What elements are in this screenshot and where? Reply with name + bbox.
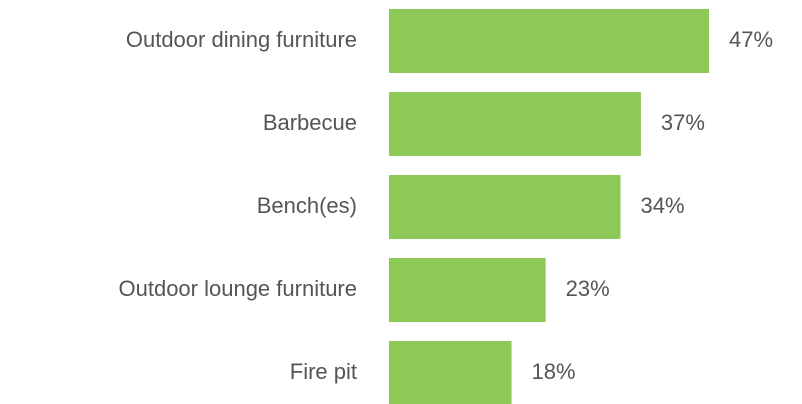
y-tick-label: Outdoor dining furniture xyxy=(126,27,357,52)
y-tick-label: Barbecue xyxy=(263,110,357,135)
data-label: 18% xyxy=(532,359,576,384)
y-tick-label: Fire pit xyxy=(290,359,357,384)
bar xyxy=(389,341,512,404)
data-label: 23% xyxy=(566,276,610,301)
bar xyxy=(389,258,546,322)
data-label: 34% xyxy=(640,193,684,218)
bar xyxy=(389,9,709,73)
bar xyxy=(389,175,621,239)
bar xyxy=(389,92,641,156)
y-tick-label: Bench(es) xyxy=(257,193,357,218)
data-label: 37% xyxy=(661,110,705,135)
data-label: 47% xyxy=(729,27,773,52)
y-tick-label: Outdoor lounge furniture xyxy=(119,276,358,301)
